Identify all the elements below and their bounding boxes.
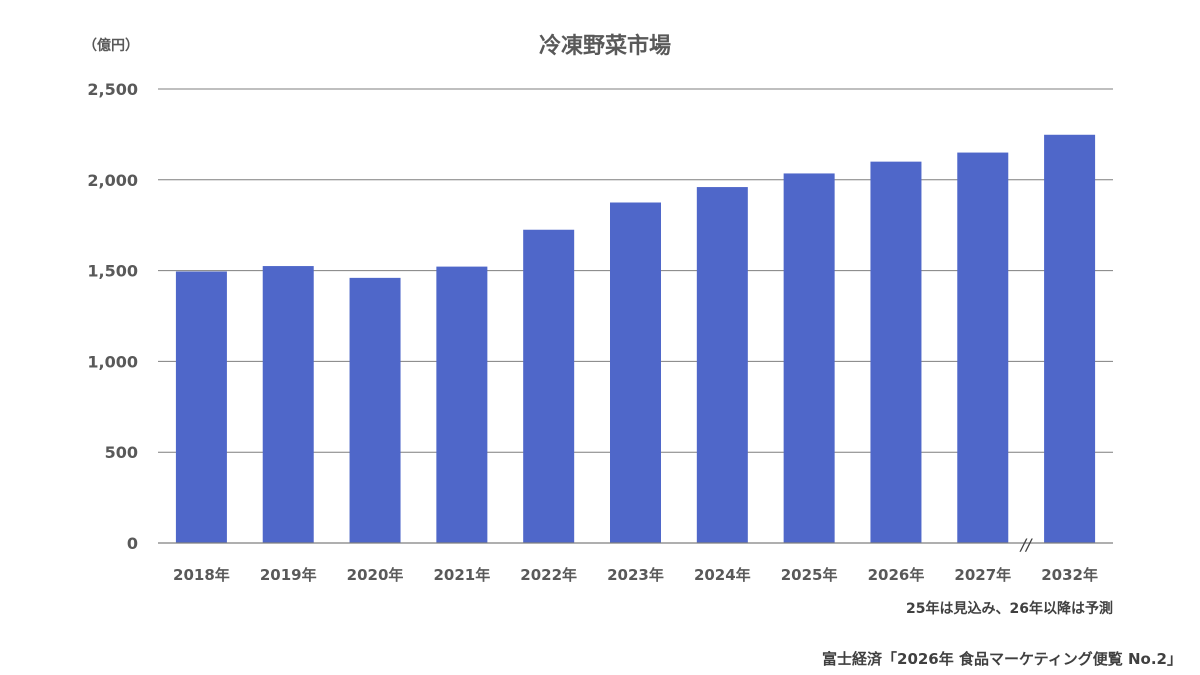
x-tick-label: 2019年: [260, 566, 317, 584]
x-tick-label: 2024年: [694, 566, 751, 584]
x-tick-label: 2032年: [1041, 566, 1098, 584]
x-tick-label: 2021年: [433, 566, 490, 584]
forecast-note: 25年は見込み、26年以降は予測: [906, 600, 1113, 617]
bar-2026年: [870, 161, 922, 543]
y-tick-label: 1,000: [87, 352, 138, 371]
x-tick-label: 2020年: [347, 566, 404, 584]
bar-2020年: [349, 277, 401, 543]
bar-2023年: [610, 202, 661, 543]
y-tick-labels: 0 500 1,000 1,500 2,000 2,500: [87, 80, 138, 553]
bars: [175, 134, 1096, 544]
y-tick-label: 2,500: [87, 80, 138, 99]
x-tick-label: 2026年: [868, 566, 925, 584]
y-tick-label: 0: [127, 534, 138, 553]
y-unit-label: （億円）: [83, 37, 139, 54]
x-tick-label: 2027年: [954, 566, 1011, 584]
x-tick-label: 2025年: [781, 566, 838, 584]
x-tick-label: 2018年: [173, 566, 230, 584]
axis-break-mark: //: [1019, 535, 1033, 554]
bar-2021年: [436, 266, 488, 543]
y-tick-label: 500: [105, 443, 138, 462]
bar-2027年: [957, 152, 1009, 543]
bar-2025年: [783, 173, 835, 543]
bar-2019年: [262, 266, 314, 543]
bar-2024年: [696, 187, 748, 543]
x-tick-labels: 2018年 2019年 2020年 2021年 2022年 2023年 2024年 2025年…: [173, 566, 1098, 584]
bar-2032年: [1044, 134, 1096, 544]
x-tick-label: 2022年: [520, 566, 577, 584]
x-tick-label: 2023年: [607, 566, 664, 584]
y-tick-label: 2,000: [87, 171, 138, 190]
y-tick-label: 1,500: [87, 262, 138, 281]
chart-title: 冷凍野菜市場: [539, 33, 671, 59]
source-note: 富士経済「2026年 食品マーケティング便覧 No.2」: [822, 650, 1182, 668]
bar-2018年: [175, 271, 227, 543]
bar-2022年: [523, 229, 575, 544]
